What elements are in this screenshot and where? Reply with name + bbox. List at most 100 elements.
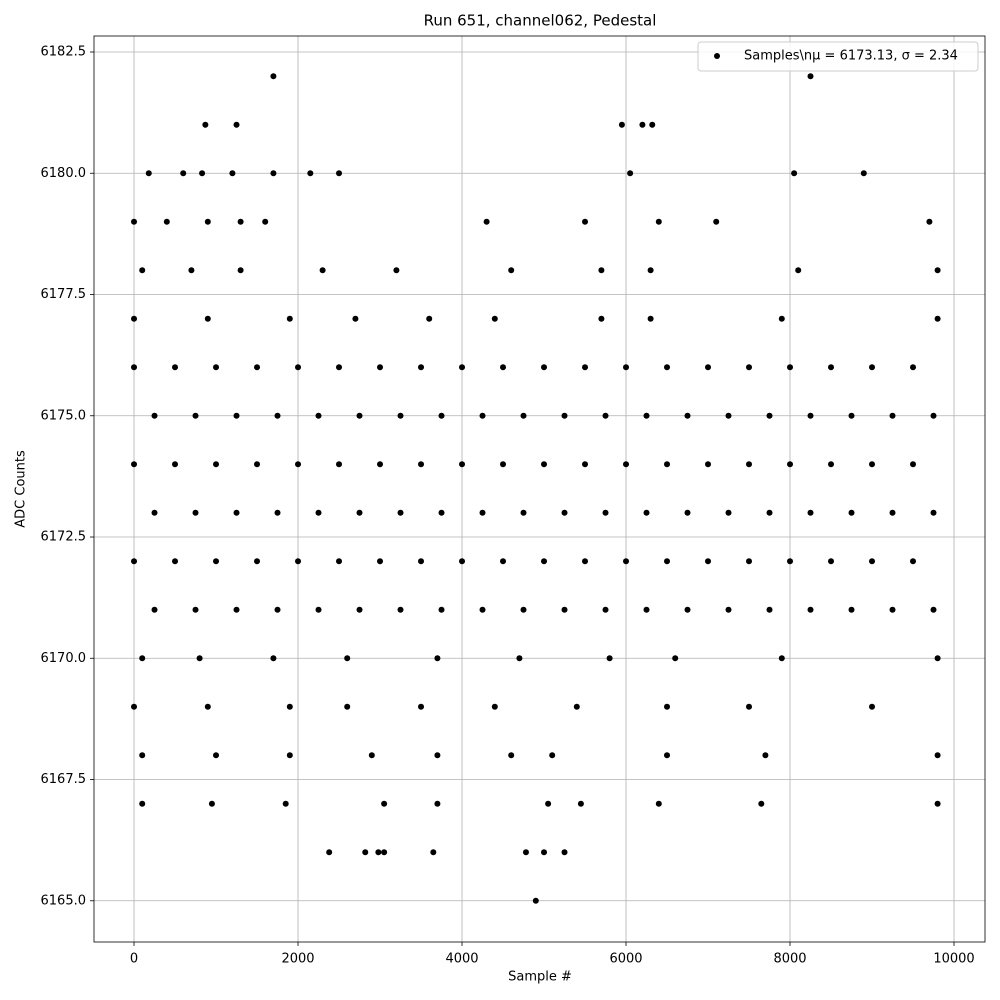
point (199, 170, 206, 177)
point (459, 558, 466, 565)
point (139, 267, 146, 274)
point (237, 267, 244, 274)
point (438, 412, 445, 419)
point (500, 364, 507, 371)
point (655, 800, 662, 807)
point (766, 509, 773, 516)
point (192, 412, 199, 419)
point (664, 703, 671, 710)
point (434, 752, 441, 759)
point (315, 606, 322, 613)
point (479, 412, 486, 419)
point (375, 849, 382, 856)
point (233, 509, 240, 516)
point (746, 558, 753, 565)
point (647, 267, 654, 274)
point (655, 218, 662, 225)
point (598, 315, 605, 322)
point (930, 509, 937, 516)
point (307, 170, 314, 177)
point (131, 703, 138, 710)
point (848, 606, 855, 613)
point (848, 412, 855, 419)
point (479, 509, 486, 516)
point (860, 170, 867, 177)
point (828, 558, 835, 565)
point (910, 461, 917, 468)
point (270, 73, 277, 80)
point (397, 606, 404, 613)
point (356, 412, 363, 419)
point (684, 412, 691, 419)
point (643, 412, 650, 419)
point (516, 655, 523, 662)
point (684, 509, 691, 516)
point (500, 461, 507, 468)
point (766, 606, 773, 613)
point (758, 800, 765, 807)
point (438, 509, 445, 516)
point (131, 364, 138, 371)
point (336, 170, 343, 177)
point (672, 655, 679, 662)
point (664, 752, 671, 759)
point (508, 752, 515, 759)
point (934, 267, 941, 274)
point (368, 752, 375, 759)
point (262, 218, 269, 225)
point (746, 703, 753, 710)
point (778, 655, 785, 662)
point (381, 800, 388, 807)
point (233, 606, 240, 613)
point (418, 558, 425, 565)
point (869, 461, 876, 468)
point (180, 170, 187, 177)
point (791, 170, 798, 177)
chart-title: Run 651, channel062, Pedestal (424, 12, 657, 30)
point (286, 315, 293, 322)
point (606, 655, 613, 662)
y-tick-label: 6170.0 (41, 651, 87, 666)
point (172, 558, 179, 565)
point (344, 703, 351, 710)
point (434, 655, 441, 662)
point (377, 558, 384, 565)
point (889, 509, 896, 516)
point (561, 509, 568, 516)
point (664, 364, 671, 371)
point (869, 364, 876, 371)
x-axis-label: Sample # (508, 970, 572, 985)
point (639, 121, 646, 128)
point (270, 170, 277, 177)
point (336, 558, 343, 565)
point (274, 509, 281, 516)
point (766, 412, 773, 419)
x-tick-label: 8000 (773, 952, 806, 967)
point (623, 461, 630, 468)
point (848, 509, 855, 516)
point (426, 315, 433, 322)
point (213, 461, 220, 468)
point (139, 800, 146, 807)
point (520, 412, 527, 419)
point (807, 606, 814, 613)
point (319, 267, 326, 274)
point (561, 849, 568, 856)
x-tick-label: 4000 (445, 952, 478, 967)
point (274, 606, 281, 613)
point (204, 703, 211, 710)
point (541, 461, 548, 468)
point (910, 558, 917, 565)
point (647, 315, 654, 322)
plot-frame (93, 35, 986, 943)
point (541, 558, 548, 565)
point (545, 800, 552, 807)
point (270, 655, 277, 662)
point (725, 509, 732, 516)
x-tick-label: 2000 (281, 952, 314, 967)
point (356, 606, 363, 613)
point (508, 267, 515, 274)
point (131, 461, 138, 468)
point (664, 558, 671, 565)
point (336, 461, 343, 468)
